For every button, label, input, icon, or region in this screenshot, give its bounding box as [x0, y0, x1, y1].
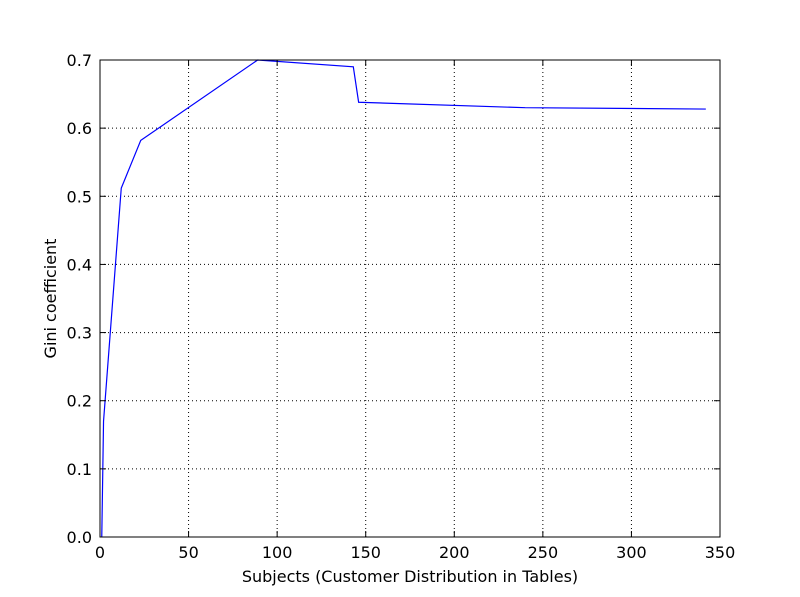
x-axis-label: Subjects (Customer Distribution in Table…: [242, 567, 578, 586]
y-tick-label: 0.3: [67, 324, 92, 343]
y-tick-label: 0.6: [67, 119, 92, 138]
y-tick-label: 0.5: [67, 187, 92, 206]
x-tick-label: 50: [178, 543, 198, 562]
x-tick-label: 150: [350, 543, 381, 562]
series-layer: [101, 59, 706, 538]
x-tick-label: 350: [705, 543, 736, 562]
x-tick-label: 100: [262, 543, 293, 562]
plot-frame: [99, 59, 721, 538]
x-tick-label: 200: [439, 543, 470, 562]
y-axis-label: Gini coefficient: [41, 239, 60, 359]
x-tick-label: 0: [95, 543, 105, 562]
y-tick-label: 0.2: [67, 392, 92, 411]
y-tick-label: 0.4: [67, 255, 92, 274]
y-tick-label: 0.7: [67, 51, 92, 70]
tick-layer: 0 50 100 150 200 250 300 350 0.0 0.1 0.2 0.3 0.4 0.5 0…: [67, 51, 736, 562]
grid-layer: [100, 60, 720, 537]
x-tick-label: 300: [616, 543, 647, 562]
y-tick-label: 0.0: [67, 528, 92, 547]
y-tick-label: 0.1: [67, 460, 92, 479]
x-tick-label: 250: [528, 543, 559, 562]
series-line: [101, 59, 706, 538]
